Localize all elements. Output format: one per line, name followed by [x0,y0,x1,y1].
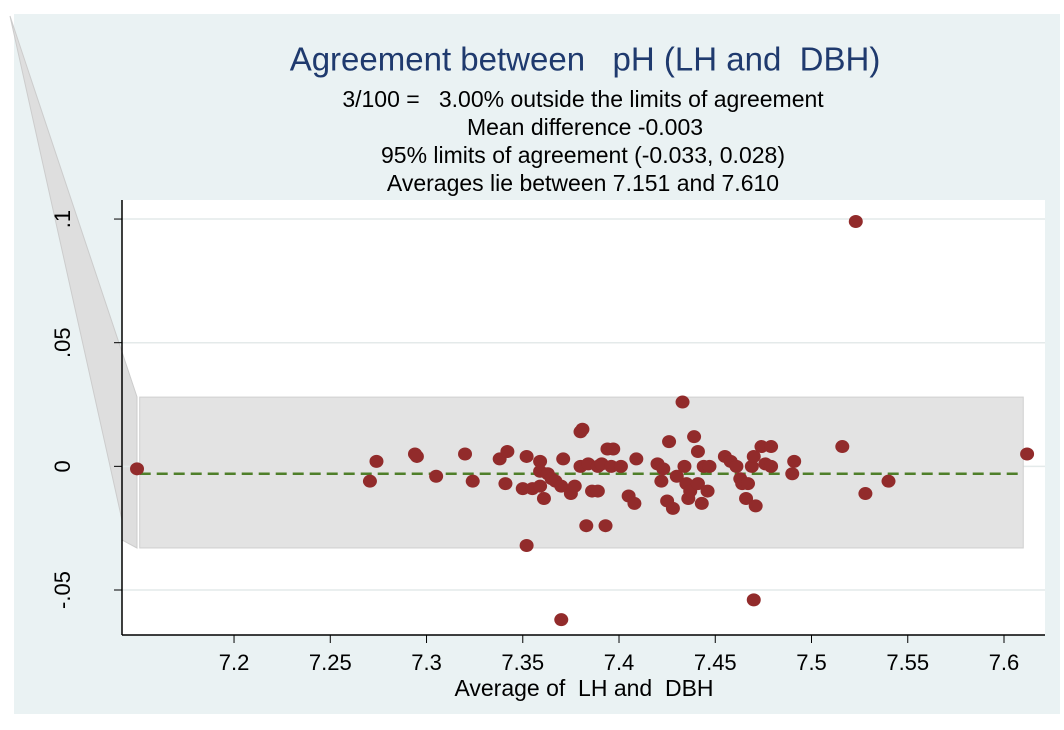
point [662,435,677,449]
point [533,454,548,468]
point [536,491,551,505]
point [429,469,444,483]
point [702,459,717,473]
point [848,215,863,229]
point [687,430,702,444]
point [690,477,705,491]
point [519,538,534,552]
point [533,479,548,493]
point [458,447,473,461]
y-tick-label: -.05 [50,571,75,609]
point [629,452,644,466]
point [665,501,680,515]
subtitle: Averages lie between 7.151 and 7.610 [387,170,779,196]
y-tick-label: .1 [50,210,75,228]
point [729,459,744,473]
point [764,440,779,454]
band-artifact [9,15,138,549]
x-tick-label: 7.25 [309,650,352,675]
point [669,469,684,483]
point [590,484,605,498]
point [740,477,755,491]
x-tick-label: 7.45 [694,650,737,675]
chart-title: Agreement between pH (LH and DBH) [290,41,881,78]
point [554,479,569,493]
point [1020,447,1035,461]
point [754,440,769,454]
point [556,452,571,466]
point [694,496,709,510]
point [409,449,424,463]
x-tick-label: 7.3 [411,650,442,675]
point [598,519,613,533]
point [764,459,779,473]
x-axis-label: Average of LH and DBH [454,675,713,701]
point [130,462,145,476]
x-tick-label: 7.6 [989,650,1020,675]
point [690,445,705,459]
point [881,474,896,488]
y-tick-label: 0 [50,460,75,472]
point [579,519,594,533]
point [573,425,588,439]
point [677,459,692,473]
y-tick-label: .05 [50,327,75,358]
subtitle: Mean difference -0.003 [467,114,703,140]
point [362,474,377,488]
point [739,491,754,505]
subtitle: 95% limits of agreement (-0.033, 0.028) [381,142,785,168]
point [700,484,715,498]
point [604,459,619,473]
subtitle: 3/100 = 3.00% outside the limits of agre… [342,86,824,112]
point [498,477,513,491]
point [744,459,759,473]
point [787,454,802,468]
point [554,613,569,627]
point [515,482,530,496]
point [656,462,671,476]
point [858,487,873,501]
point [465,474,480,488]
x-tick-label: 7.5 [796,650,827,675]
x-tick-label: 7.55 [886,650,929,675]
point [746,593,761,607]
x-tick-label: 7.2 [219,650,250,675]
point [500,445,515,459]
point [835,440,850,454]
point [519,449,534,463]
point [627,496,642,510]
x-tick-label: 7.35 [501,650,544,675]
point [746,449,761,463]
point [675,395,690,409]
point [567,479,582,493]
point [654,474,669,488]
point [606,442,621,456]
point [748,499,763,513]
x-tick-label: 7.4 [604,650,635,675]
point [785,467,800,481]
point [369,454,384,468]
point [613,459,628,473]
